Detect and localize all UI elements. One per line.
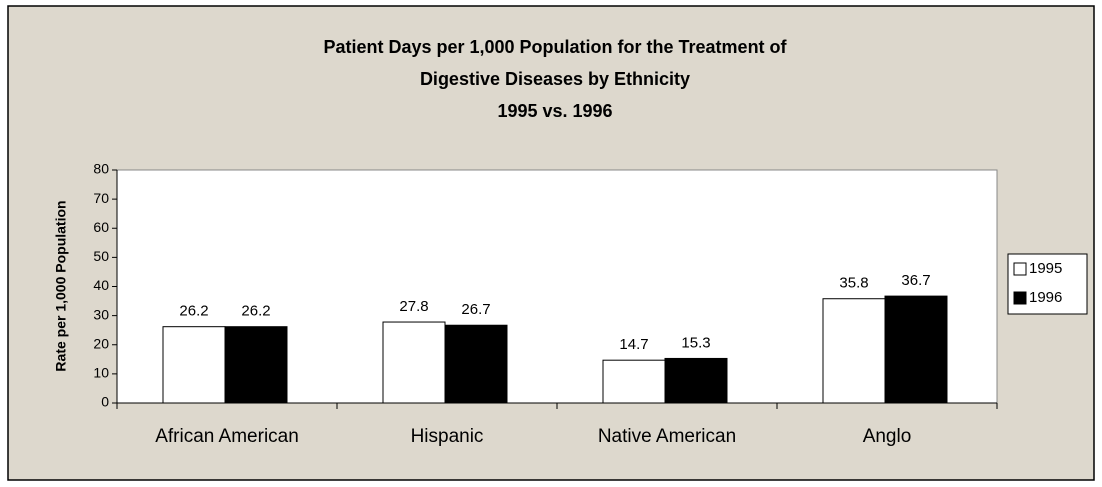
x-tick-label: Native American: [598, 426, 736, 447]
bar: [602, 359, 666, 404]
legend-swatch: [1013, 262, 1027, 276]
x-tick-label: Anglo: [863, 426, 912, 447]
bar: [444, 324, 508, 404]
data-label: 36.7: [901, 272, 930, 289]
data-label: 27.8: [399, 298, 428, 315]
y-tick-label: 10: [93, 365, 109, 381]
y-tick-label: 70: [93, 190, 109, 206]
y-tick-label: 50: [93, 248, 109, 264]
data-label: 26.2: [179, 303, 208, 320]
y-tick-label: 0: [101, 394, 109, 410]
data-label: 14.7: [619, 336, 648, 353]
data-label: 15.3: [681, 334, 710, 351]
y-tick-label: 20: [93, 335, 109, 351]
chart-title: 1995 vs. 1996: [497, 101, 612, 121]
data-label: 35.8: [839, 275, 868, 292]
legend-swatch: [1013, 291, 1027, 305]
x-tick-label: Hispanic: [411, 426, 484, 447]
bar: [822, 298, 886, 404]
x-tick-label: African American: [155, 426, 299, 447]
y-tick-label: 80: [93, 161, 109, 177]
chart-title: Digestive Diseases by Ethnicity: [420, 69, 690, 89]
y-tick-label: 30: [93, 306, 109, 322]
bar: [162, 326, 226, 404]
y-tick-label: 60: [93, 219, 109, 235]
data-label: 26.7: [461, 301, 490, 318]
chart-title: Patient Days per 1,000 Population for th…: [323, 37, 787, 57]
y-axis-label: Rate per 1,000 Population: [53, 200, 69, 371]
bar: [224, 326, 288, 404]
bar: [382, 321, 446, 404]
y-tick-label: 40: [93, 277, 109, 293]
legend-label: 1996: [1029, 289, 1062, 306]
legend-label: 1995: [1029, 260, 1062, 277]
bar: [884, 295, 948, 404]
bar: [664, 357, 728, 404]
data-label: 26.2: [241, 303, 270, 320]
